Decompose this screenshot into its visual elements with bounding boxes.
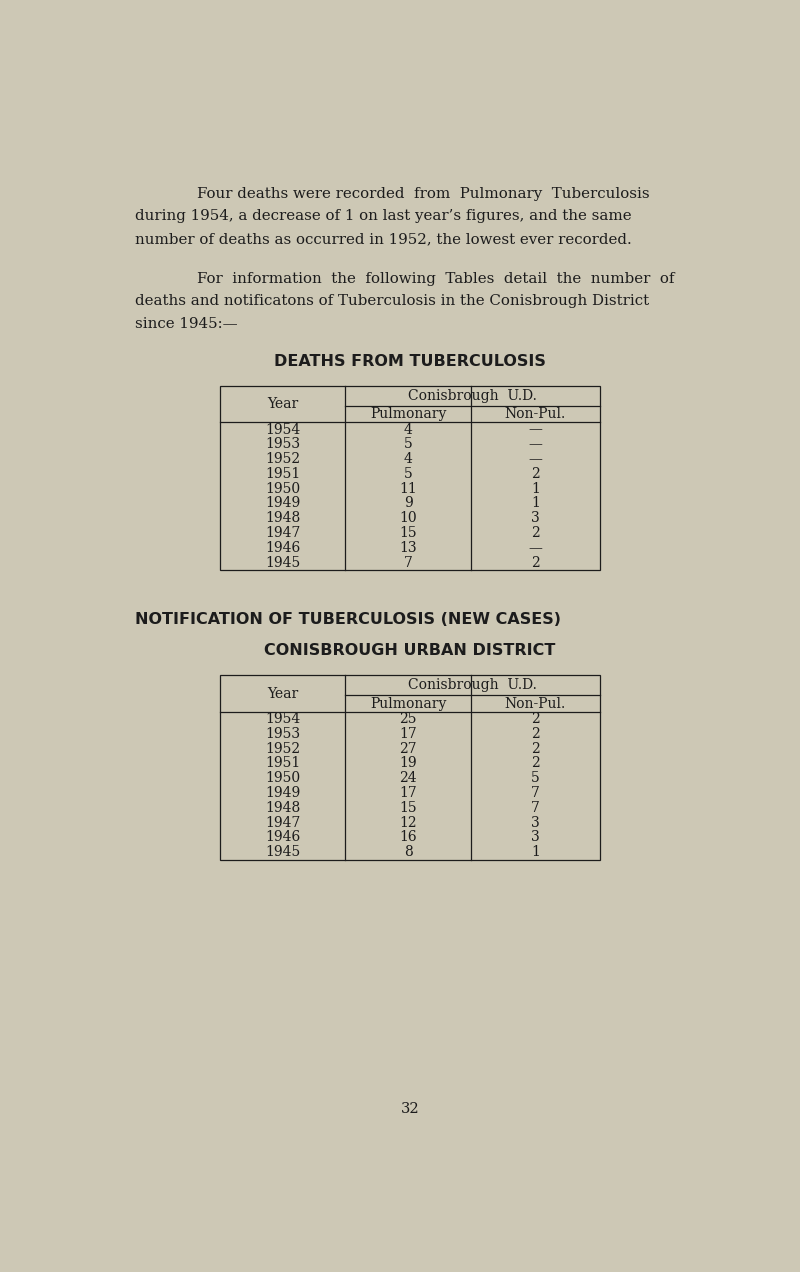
Text: Non-Pul.: Non-Pul.	[505, 697, 566, 711]
Text: 5: 5	[404, 438, 413, 452]
Text: 1952: 1952	[266, 452, 300, 466]
Text: Conisbrough  U.D.: Conisbrough U.D.	[408, 678, 537, 692]
Text: 1954: 1954	[265, 712, 301, 726]
Text: during 1954, a decrease of 1 on last year’s figures, and the same: during 1954, a decrease of 1 on last yea…	[135, 209, 631, 223]
Text: DEATHS FROM TUBERCULOSIS: DEATHS FROM TUBERCULOSIS	[274, 354, 546, 369]
Text: 17: 17	[399, 786, 417, 800]
Text: 1946: 1946	[265, 541, 301, 555]
Text: 1: 1	[531, 496, 540, 510]
Text: Year: Year	[267, 397, 298, 411]
Text: 27: 27	[399, 742, 417, 756]
Text: —: —	[528, 541, 542, 555]
Text: 25: 25	[399, 712, 417, 726]
Text: 1947: 1947	[265, 527, 301, 541]
Text: 10: 10	[399, 511, 417, 525]
Text: 17: 17	[399, 726, 417, 740]
Text: deaths and notificatons of Tuberculosis in the Conisbrough District: deaths and notificatons of Tuberculosis …	[135, 294, 649, 308]
Text: 1949: 1949	[265, 496, 301, 510]
Bar	[220, 675, 600, 860]
Text: 12: 12	[399, 815, 417, 829]
Text: 1951: 1951	[265, 757, 301, 771]
Text: 7: 7	[531, 786, 540, 800]
Text: 1947: 1947	[265, 815, 301, 829]
Text: Conisbrough  U.D.: Conisbrough U.D.	[408, 389, 537, 403]
Text: 2: 2	[531, 527, 540, 541]
Text: 2: 2	[531, 742, 540, 756]
Text: —: —	[528, 452, 542, 466]
Text: Pulmonary: Pulmonary	[370, 407, 446, 421]
Text: 1950: 1950	[266, 482, 300, 496]
Text: 1945: 1945	[265, 845, 301, 859]
Text: 24: 24	[399, 771, 417, 785]
Text: 15: 15	[399, 527, 417, 541]
Text: 1: 1	[531, 482, 540, 496]
Text: NOTIFICATION OF TUBERCULOSIS (NEW CASES): NOTIFICATION OF TUBERCULOSIS (NEW CASES)	[135, 612, 561, 627]
Text: 9: 9	[404, 496, 413, 510]
Text: 15: 15	[399, 801, 417, 815]
Text: 2: 2	[531, 712, 540, 726]
Text: 4: 4	[404, 452, 413, 466]
Text: —: —	[528, 422, 542, 436]
Text: 1950: 1950	[266, 771, 300, 785]
Text: 3: 3	[531, 815, 540, 829]
Text: 2: 2	[531, 757, 540, 771]
Text: 11: 11	[399, 482, 417, 496]
Text: 8: 8	[404, 845, 413, 859]
Text: 3: 3	[531, 831, 540, 845]
Text: 5: 5	[531, 771, 540, 785]
Text: 1953: 1953	[266, 726, 300, 740]
Bar	[220, 385, 600, 570]
Text: 1948: 1948	[265, 511, 301, 525]
Text: 1: 1	[531, 845, 540, 859]
Text: 7: 7	[404, 556, 413, 570]
Text: 19: 19	[399, 757, 417, 771]
Text: number of deaths as occurred in 1952, the lowest ever recorded.: number of deaths as occurred in 1952, th…	[135, 232, 632, 245]
Text: 1952: 1952	[266, 742, 300, 756]
Text: 5: 5	[404, 467, 413, 481]
Text: 32: 32	[401, 1102, 419, 1116]
Text: For  information  the  following  Tables  detail  the  number  of: For information the following Tables det…	[197, 272, 674, 286]
Text: 3: 3	[531, 511, 540, 525]
Text: —: —	[528, 438, 542, 452]
Text: 1948: 1948	[265, 801, 301, 815]
Text: Four deaths were recorded  from  Pulmonary  Tuberculosis: Four deaths were recorded from Pulmonary…	[197, 187, 650, 201]
Text: 7: 7	[531, 801, 540, 815]
Text: 1954: 1954	[265, 422, 301, 436]
Text: 1945: 1945	[265, 556, 301, 570]
Text: Year: Year	[267, 687, 298, 701]
Text: 2: 2	[531, 726, 540, 740]
Text: Non-Pul.: Non-Pul.	[505, 407, 566, 421]
Text: 4: 4	[404, 422, 413, 436]
Text: 1946: 1946	[265, 831, 301, 845]
Text: 16: 16	[399, 831, 417, 845]
Text: since 1945:—: since 1945:—	[135, 317, 238, 331]
Text: 13: 13	[399, 541, 417, 555]
Text: Pulmonary: Pulmonary	[370, 697, 446, 711]
Text: CONISBROUGH URBAN DISTRICT: CONISBROUGH URBAN DISTRICT	[264, 644, 556, 658]
Text: 1953: 1953	[266, 438, 300, 452]
Text: 1951: 1951	[265, 467, 301, 481]
Text: 1949: 1949	[265, 786, 301, 800]
Text: 2: 2	[531, 467, 540, 481]
Text: 2: 2	[531, 556, 540, 570]
